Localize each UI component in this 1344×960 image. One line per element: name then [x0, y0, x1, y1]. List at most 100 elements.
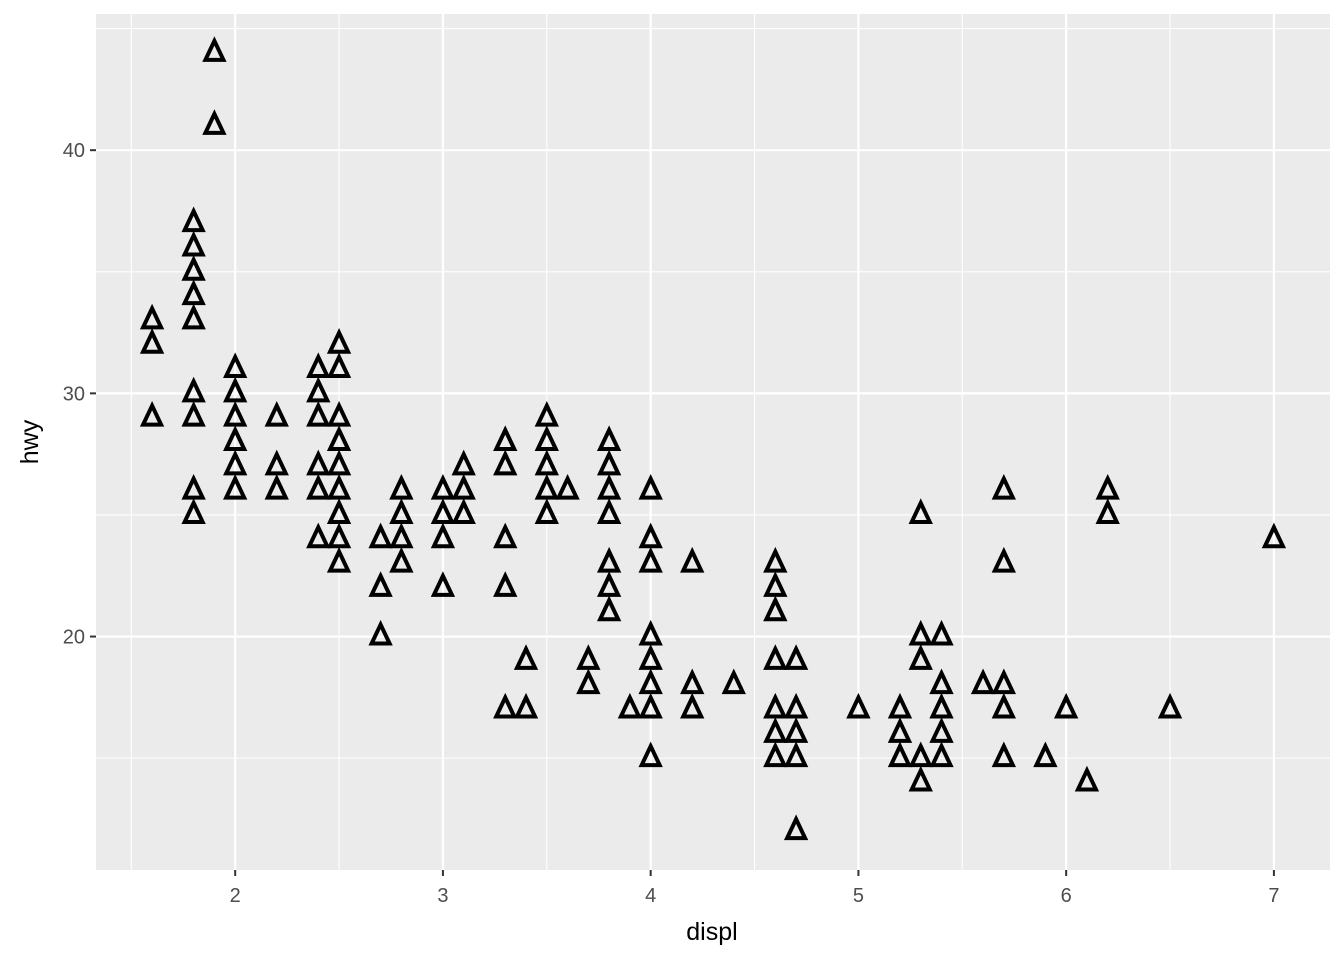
data-point — [908, 619, 933, 646]
data-point — [783, 692, 809, 719]
data-point — [181, 303, 206, 330]
data-point — [430, 571, 456, 597]
data-point — [1095, 473, 1120, 500]
data-point — [783, 644, 809, 670]
data-point — [306, 376, 331, 403]
y-axis-title: hwy — [16, 419, 44, 464]
data-point — [306, 401, 331, 427]
data-point — [493, 522, 518, 549]
data-point — [430, 522, 456, 549]
data-point — [368, 522, 393, 549]
data-point — [326, 401, 352, 427]
data-point — [181, 279, 206, 306]
data-point — [783, 717, 809, 743]
x-tick-label: 5 — [853, 885, 864, 907]
data-point — [202, 36, 227, 62]
x-axis: 2 3 4 5 6 7 — [230, 870, 1279, 907]
data-point — [534, 401, 559, 427]
data-point — [596, 498, 622, 524]
data-point — [534, 473, 559, 500]
data-point — [887, 717, 913, 743]
data-point — [306, 522, 331, 549]
data-point — [326, 449, 352, 476]
data-point — [991, 546, 1017, 573]
data-point — [908, 765, 933, 792]
data-point — [680, 546, 705, 573]
data-point — [139, 401, 165, 427]
data-point — [202, 109, 227, 135]
data-point — [181, 206, 206, 233]
data-point — [887, 692, 913, 719]
data-point — [908, 644, 933, 670]
data-point — [181, 401, 206, 427]
data-point — [139, 328, 165, 354]
data-point — [513, 692, 539, 719]
minor-gridlines — [96, 14, 1330, 870]
data-point — [908, 741, 933, 768]
data-point — [223, 376, 248, 403]
data-point — [264, 449, 289, 476]
data-point — [1157, 692, 1183, 719]
data-point — [970, 668, 996, 695]
data-point — [763, 546, 788, 573]
data-point — [991, 692, 1017, 719]
data-point — [763, 644, 788, 670]
data-point — [638, 692, 663, 719]
data-point — [306, 449, 331, 476]
data-point — [326, 425, 352, 451]
data-point — [181, 473, 206, 500]
data-point — [596, 425, 622, 451]
data-point — [991, 473, 1017, 500]
data-point — [493, 449, 518, 476]
panel-background — [96, 14, 1330, 870]
data-point — [929, 717, 954, 743]
data-point — [493, 692, 518, 719]
data-point — [555, 473, 580, 500]
data-point — [451, 449, 476, 476]
data-point — [493, 571, 518, 597]
data-point — [680, 668, 705, 695]
y-tick-label: 40 — [63, 140, 85, 162]
data-point — [389, 522, 414, 549]
data-point — [181, 255, 206, 281]
data-point — [929, 741, 954, 768]
data-point — [638, 473, 663, 500]
data-point — [576, 668, 601, 695]
data-point — [783, 741, 809, 768]
data-point — [763, 692, 788, 719]
data-point — [139, 303, 165, 330]
data-point — [534, 498, 559, 524]
x-tick-label: 3 — [437, 885, 448, 907]
data-point — [1074, 765, 1100, 792]
data-point — [264, 473, 289, 500]
data-point — [638, 668, 663, 695]
data-point — [638, 644, 663, 670]
data-point — [1095, 498, 1120, 524]
data-point — [326, 522, 352, 549]
data-point — [223, 352, 248, 379]
data-point — [326, 498, 352, 524]
data-point — [430, 498, 456, 524]
data-point — [617, 692, 643, 719]
data-point — [326, 473, 352, 500]
x-tick-label: 6 — [1061, 885, 1072, 907]
data-point — [430, 473, 456, 500]
x-axis-title: displ — [686, 918, 737, 946]
data-point — [991, 668, 1017, 695]
data-point — [596, 449, 622, 476]
data-point — [763, 717, 788, 743]
data-point — [223, 473, 248, 500]
data-point — [368, 619, 393, 646]
data-point — [223, 401, 248, 427]
data-point — [181, 230, 206, 257]
data-point — [1261, 522, 1287, 549]
y-tick-label: 30 — [63, 383, 85, 405]
data-point — [1033, 741, 1058, 768]
y-tick-label: 20 — [63, 627, 85, 649]
data-point — [306, 352, 331, 379]
data-point — [638, 522, 663, 549]
data-point — [783, 814, 809, 841]
data-point — [181, 498, 206, 524]
data-point — [368, 571, 393, 597]
